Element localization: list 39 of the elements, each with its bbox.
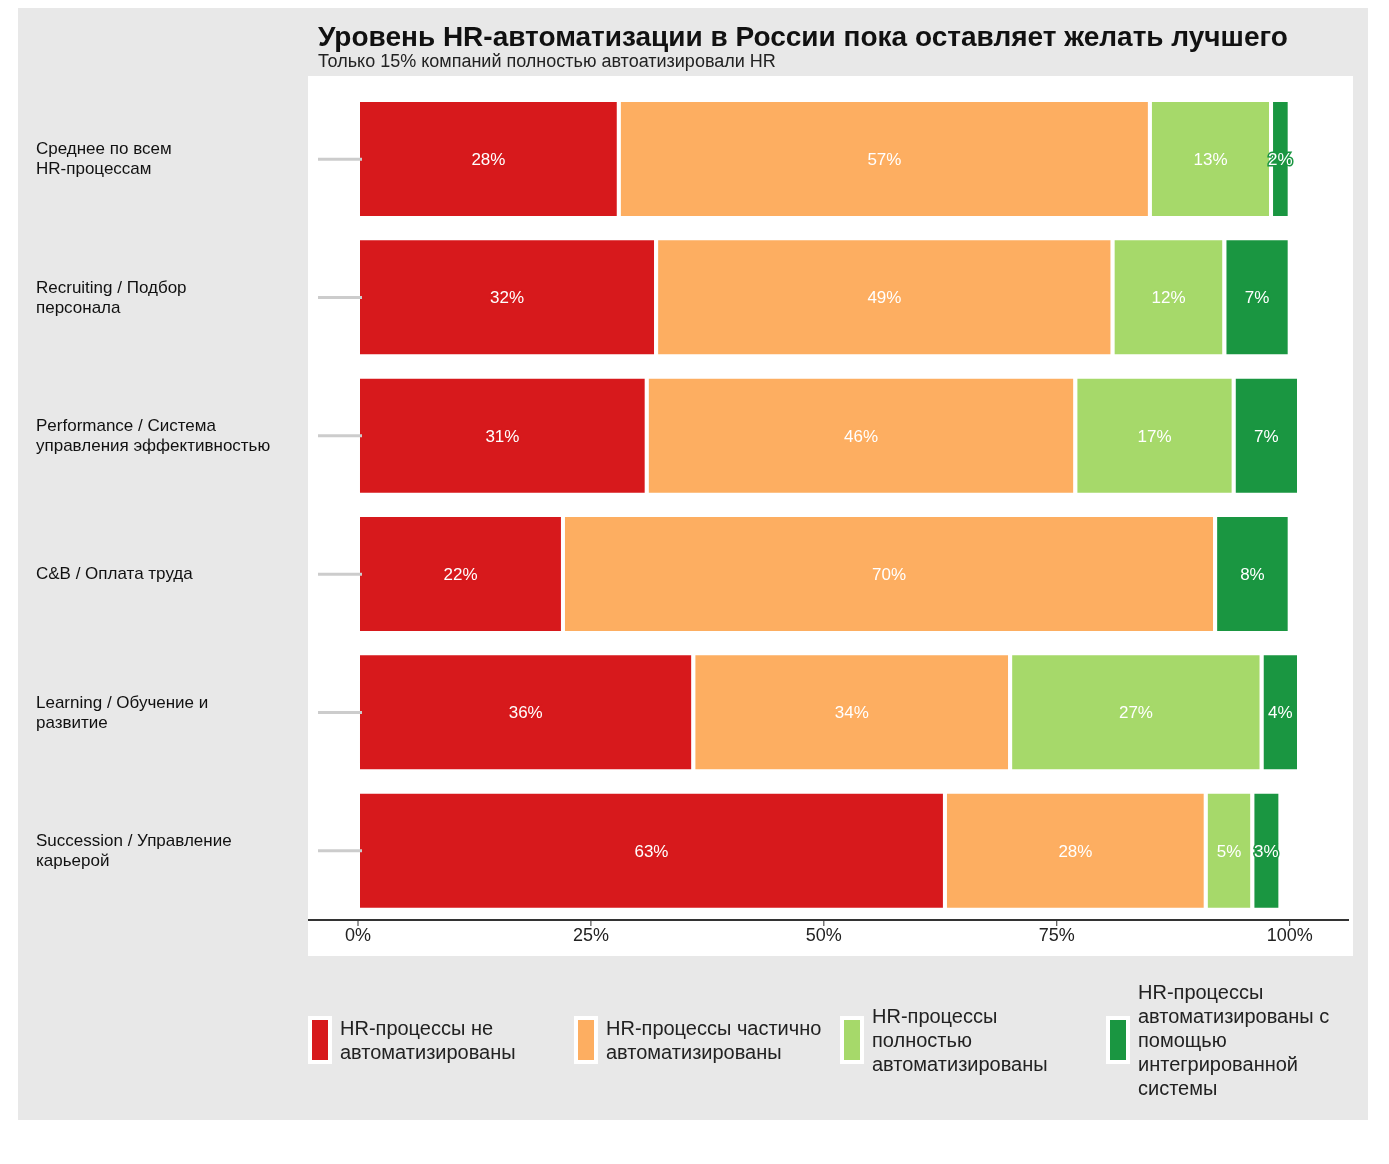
x-tick-label: 75% — [1038, 924, 1075, 945]
data-label: 49% — [867, 288, 902, 308]
data-label: 57% — [867, 150, 902, 169]
x-tick-label: 50% — [805, 924, 842, 945]
data-label: 7% — [1254, 426, 1279, 446]
data-label: 28% — [1058, 841, 1093, 861]
y-tick-label: Succession / Управление карьерой — [36, 830, 232, 870]
data-label: 34% — [834, 703, 869, 723]
legend-label: HR-процессы автоматизированы с помощью интегрированной системы — [1138, 980, 1331, 1100]
data-label: 46% — [844, 426, 879, 446]
data-label: 28% — [471, 150, 506, 169]
data-label: 31% — [485, 426, 520, 446]
y-tick-label: Среднее по всем HR-процессам — [36, 139, 172, 179]
x-tick-label: 0% — [344, 924, 372, 945]
chart-subtitle: Только 15% компаний полностью автоатизировали HR — [318, 51, 777, 71]
y-tick-label: Performance / Система управления эффективностью — [36, 415, 271, 455]
data-label: 36% — [508, 703, 543, 723]
data-label: 22% — [443, 565, 478, 584]
y-tick-label: C&B / Оплата труда — [36, 564, 194, 584]
data-label: 8% — [1240, 565, 1265, 584]
data-label: 17% — [1137, 426, 1172, 446]
data-label: 63% — [634, 841, 669, 861]
data-label: 5% — [1216, 841, 1242, 861]
legend-label: HR-процессы частично автоматизированы — [606, 1016, 823, 1064]
legend-label: HR-процессы не автоматизированы — [340, 1016, 517, 1064]
legend-label: HR-процессы полностью автоматизированы — [872, 1004, 1049, 1076]
chart-title: Уровень HR-автоматизации в России пока оставляет желать лучшего — [318, 21, 1289, 52]
y-tick-label: Recruiting / Подбор персонала — [36, 277, 187, 317]
data-label: 70% — [872, 565, 907, 584]
data-label: 4% — [1268, 703, 1293, 723]
data-label: 13% — [1193, 150, 1228, 169]
x-tick-label: 100% — [1266, 924, 1313, 945]
data-label: 3% — [1254, 841, 1279, 861]
data-label: 7% — [1244, 288, 1270, 308]
data-label: 32% — [490, 288, 525, 308]
data-label: 27% — [1118, 703, 1153, 723]
x-tick-label: 25% — [572, 924, 609, 945]
y-tick-label: Learning / Обучение и развитие — [36, 692, 209, 732]
data-label: 12% — [1151, 288, 1186, 308]
